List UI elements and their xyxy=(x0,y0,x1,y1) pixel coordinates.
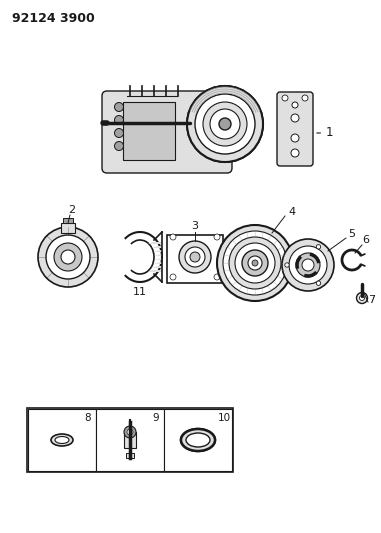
Circle shape xyxy=(282,239,334,291)
FancyBboxPatch shape xyxy=(277,92,313,166)
Circle shape xyxy=(214,234,220,240)
Bar xyxy=(61,223,75,233)
Circle shape xyxy=(115,116,123,125)
Ellipse shape xyxy=(186,433,210,447)
Bar xyxy=(123,102,175,160)
Circle shape xyxy=(291,114,299,122)
Polygon shape xyxy=(154,254,162,256)
Circle shape xyxy=(282,95,288,101)
Circle shape xyxy=(289,246,327,284)
Circle shape xyxy=(115,141,123,150)
FancyBboxPatch shape xyxy=(102,91,232,173)
Circle shape xyxy=(302,95,308,101)
Bar xyxy=(126,453,134,458)
Circle shape xyxy=(360,295,365,301)
Circle shape xyxy=(316,281,321,285)
Text: 4: 4 xyxy=(288,207,295,217)
Polygon shape xyxy=(148,270,162,272)
Circle shape xyxy=(54,243,82,271)
Text: 2: 2 xyxy=(69,205,75,215)
Circle shape xyxy=(292,102,298,108)
Circle shape xyxy=(170,274,176,280)
Circle shape xyxy=(185,247,205,267)
Circle shape xyxy=(248,256,262,270)
Bar xyxy=(63,218,73,223)
Circle shape xyxy=(291,149,299,157)
Bar xyxy=(96,409,164,471)
Text: 10: 10 xyxy=(218,413,231,423)
Circle shape xyxy=(115,102,123,111)
Circle shape xyxy=(242,250,268,276)
Polygon shape xyxy=(153,262,162,264)
Circle shape xyxy=(195,94,255,154)
Circle shape xyxy=(210,109,240,139)
Circle shape xyxy=(214,274,220,280)
Polygon shape xyxy=(151,266,162,268)
Bar xyxy=(28,409,96,471)
Circle shape xyxy=(190,252,200,262)
Text: 5: 5 xyxy=(348,229,355,239)
Text: 11: 11 xyxy=(133,287,147,297)
Circle shape xyxy=(252,260,258,266)
Circle shape xyxy=(127,429,133,435)
Circle shape xyxy=(285,263,289,267)
Ellipse shape xyxy=(181,429,215,451)
Text: 6: 6 xyxy=(362,235,369,245)
Circle shape xyxy=(229,237,281,289)
Bar xyxy=(27,408,233,472)
Circle shape xyxy=(38,227,98,287)
Text: 3: 3 xyxy=(192,221,199,231)
Circle shape xyxy=(46,235,90,279)
Circle shape xyxy=(170,234,176,240)
Text: 7: 7 xyxy=(368,295,375,305)
Circle shape xyxy=(302,259,314,271)
Ellipse shape xyxy=(186,433,210,447)
Circle shape xyxy=(223,231,287,295)
Bar xyxy=(167,235,223,283)
Polygon shape xyxy=(153,250,162,252)
Circle shape xyxy=(235,243,275,283)
Circle shape xyxy=(291,134,299,142)
Circle shape xyxy=(316,245,321,249)
Text: 8: 8 xyxy=(85,413,91,423)
Circle shape xyxy=(115,128,123,138)
Circle shape xyxy=(357,293,368,303)
Polygon shape xyxy=(151,246,162,248)
Ellipse shape xyxy=(51,434,73,446)
Circle shape xyxy=(296,253,320,277)
Ellipse shape xyxy=(181,429,215,451)
Circle shape xyxy=(124,426,136,438)
Circle shape xyxy=(61,250,75,264)
Text: 1: 1 xyxy=(317,126,333,140)
Circle shape xyxy=(203,102,247,146)
Bar xyxy=(124,432,136,448)
Text: 92124 3900: 92124 3900 xyxy=(12,12,95,25)
Ellipse shape xyxy=(55,437,69,443)
Circle shape xyxy=(217,225,293,301)
Text: 9: 9 xyxy=(153,413,159,423)
Polygon shape xyxy=(154,258,162,260)
Circle shape xyxy=(219,118,231,130)
Circle shape xyxy=(179,241,211,273)
Polygon shape xyxy=(148,242,162,244)
Bar xyxy=(164,409,232,471)
Circle shape xyxy=(187,86,263,162)
